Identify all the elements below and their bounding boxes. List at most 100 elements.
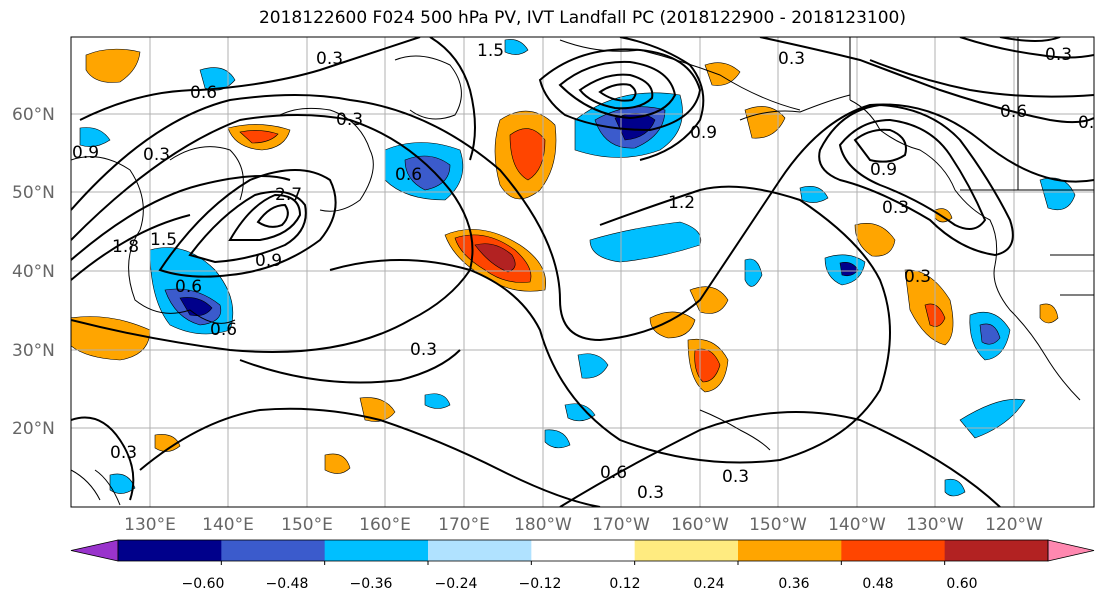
contour-label: 1.8 — [112, 237, 139, 257]
colorbar-tick-label: −0.60 — [182, 576, 225, 592]
colorbar-extend-max — [1047, 539, 1095, 562]
anomaly-positive — [704, 62, 741, 86]
contour-label: 0.3 — [904, 267, 931, 287]
contour-label: 0.6 — [190, 83, 217, 103]
contour-label: 2.7 — [275, 185, 302, 205]
contour-label: 0.3 — [316, 49, 343, 69]
contour-label: 0.9 — [870, 160, 897, 180]
lon-label: 170°W — [592, 515, 650, 535]
anomaly-negative — [79, 127, 111, 147]
anomaly-negative — [799, 186, 829, 203]
colorbar-swatch — [428, 540, 532, 561]
colorbar-swatch — [634, 540, 739, 561]
colorbar-swatch — [738, 540, 842, 561]
graticule — [71, 37, 1094, 507]
anomaly-positive — [649, 311, 696, 339]
contour-label: 1.5 — [150, 230, 177, 250]
map-title: 2018122600 F024 500 hPa PV, IVT Landfall… — [258, 8, 906, 28]
contour-label: 0.9 — [255, 251, 282, 271]
lon-label: 150°W — [749, 515, 807, 535]
colorbar-swatch — [944, 540, 1049, 561]
colorbar-tick-label: −0.36 — [350, 576, 393, 592]
contour-label: 0.9 — [72, 143, 99, 163]
colorbar-tick-label: 0.36 — [778, 576, 809, 592]
colorbar-swatch — [841, 540, 946, 561]
colorbar-tick-label: 0.24 — [693, 576, 724, 592]
longitude-labels: 130°E 140°E 150°E 160°E 170°E 180°W 170°… — [124, 515, 1043, 535]
pv-contours — [71, 37, 1094, 507]
contour-label: 0.3 — [722, 467, 749, 487]
shaded-anomalies — [71, 39, 1076, 497]
contour-label: 0.3 — [110, 443, 137, 463]
colorbar — [70, 539, 1095, 565]
contour-label: 0.3 — [1078, 113, 1105, 133]
map-frame — [70, 36, 1095, 508]
contour-label: 0.6 — [175, 277, 202, 297]
anomaly-positive — [934, 208, 953, 223]
contour-label: 0.3 — [882, 198, 909, 218]
lon-label: 140°E — [202, 515, 254, 535]
colorbar-swatch — [531, 540, 636, 561]
anomaly-positive — [85, 48, 141, 83]
anomaly-negative — [544, 429, 571, 449]
colorbar-tick-label: −0.24 — [435, 576, 478, 592]
anomaly-positive — [1039, 303, 1059, 324]
contour-label: 1.5 — [477, 41, 504, 61]
lon-label: 130°W — [906, 515, 964, 535]
lat-label: 20°N — [12, 419, 55, 439]
anomaly-positive — [71, 316, 151, 361]
lon-label: 130°E — [124, 515, 176, 535]
anomaly-negative-strong — [839, 262, 859, 277]
anomaly-positive-core — [509, 128, 546, 181]
lon-label: 170°E — [438, 515, 490, 535]
contour-label: 0.6 — [210, 320, 237, 340]
colorbar-frame — [117, 539, 1049, 562]
coastlines — [71, 37, 1094, 506]
colorbar-tick-label: 0.48 — [862, 576, 893, 592]
colorbar-swatch — [324, 540, 429, 561]
contour-label: 0.6 — [600, 463, 627, 483]
contour-label: 0.3 — [410, 340, 437, 360]
contour-label: 1.2 — [668, 193, 695, 213]
anomaly-negative — [564, 403, 596, 422]
contour-label: 0.6 — [1000, 102, 1027, 122]
anomaly-negative — [504, 39, 529, 55]
contour-label: 0.3 — [1045, 45, 1072, 65]
anomaly-negative — [1039, 177, 1076, 211]
lon-label: 160°E — [359, 515, 411, 535]
anomaly-negative — [577, 353, 609, 379]
contour-label: 0.3 — [143, 145, 170, 165]
contour-label: 0.9 — [690, 123, 717, 143]
anomaly-positive — [324, 453, 351, 474]
anomaly-positive-strong — [474, 243, 516, 273]
colorbar-swatch — [221, 540, 326, 561]
lon-label: 160°W — [671, 515, 729, 535]
lon-label: 120°W — [985, 515, 1043, 535]
colorbar-tick-label: −0.12 — [519, 576, 562, 592]
lat-label: 30°N — [12, 341, 55, 361]
anomaly-positive — [154, 434, 181, 452]
contour-label: 0.3 — [336, 110, 363, 130]
anomaly-positive-core — [694, 348, 721, 383]
colorbar-extend-min — [70, 539, 119, 562]
map-panel — [71, 37, 1094, 507]
lon-label: 180°W — [514, 515, 572, 535]
contour-label: 0.3 — [637, 483, 664, 503]
colorbar-tick-label: −0.48 — [266, 576, 309, 592]
anomaly-negative — [944, 478, 966, 497]
anomaly-negative — [424, 393, 451, 409]
lon-label: 140°W — [828, 515, 886, 535]
anomaly-positive-core — [239, 130, 279, 144]
colorbar-tick-label: 0.60 — [946, 576, 977, 592]
contour-label: 0.3 — [778, 49, 805, 69]
lat-label: 60°N — [12, 105, 55, 125]
lat-label: 50°N — [12, 183, 55, 203]
colorbar-ticks: −0.60 −0.48 −0.36 −0.24 −0.12 0.12 0.24 … — [182, 576, 978, 592]
anomaly-positive — [854, 223, 896, 257]
anomaly-positive — [359, 397, 396, 422]
latitude-labels: 60°N 50°N 40°N 30°N 20°N — [12, 105, 55, 439]
lon-label: 150°E — [281, 515, 333, 535]
lat-label: 40°N — [12, 262, 55, 282]
contour-label: 0.6 — [395, 165, 422, 185]
